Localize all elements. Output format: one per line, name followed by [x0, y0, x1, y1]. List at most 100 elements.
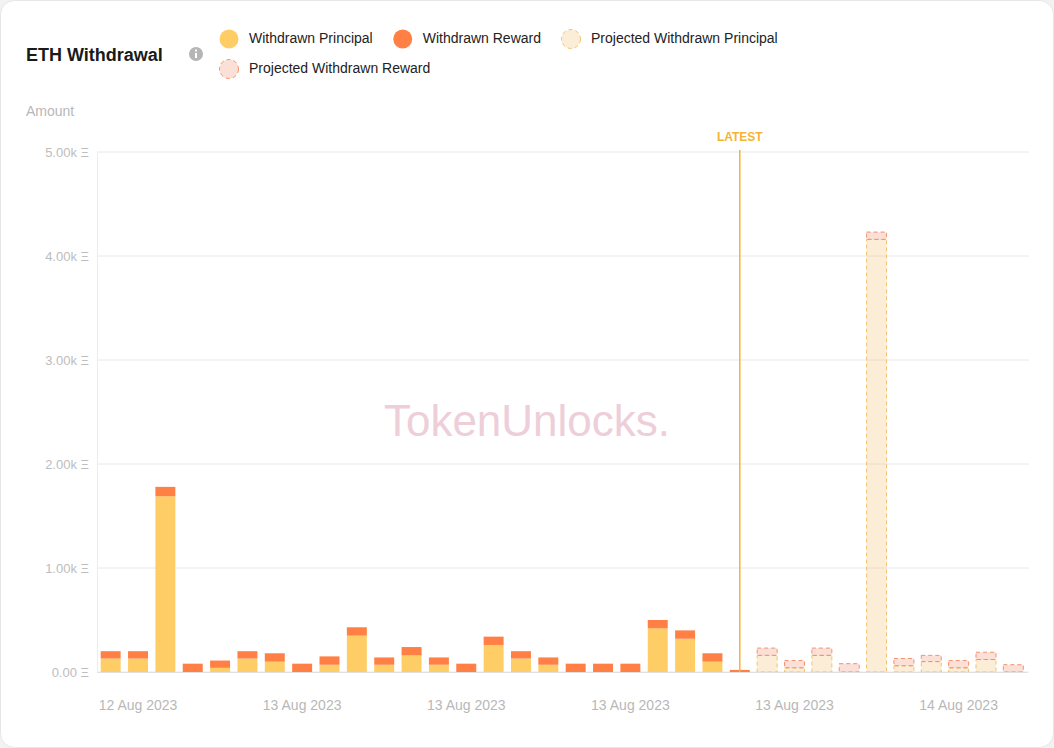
bar[interactable] [785, 661, 805, 668]
bar[interactable] [675, 630, 695, 638]
legend-label[interactable]: Projected Withdrawn Principal [591, 30, 778, 46]
bar[interactable] [976, 652, 996, 659]
bar[interactable] [237, 651, 257, 658]
bar[interactable] [566, 664, 586, 672]
bar[interactable] [976, 660, 996, 672]
legend-item[interactable]: Projected Withdrawn Principal [561, 30, 777, 49]
info-icon[interactable] [189, 47, 203, 61]
bar[interactable] [183, 664, 203, 672]
series-3 [757, 232, 1023, 672]
legend-label[interactable]: Withdrawn Principal [249, 30, 373, 46]
x-tick: 13 Aug 2023 [591, 672, 670, 713]
bar[interactable] [620, 664, 640, 672]
legend-swatch[interactable] [220, 30, 239, 49]
info-icon-dot[interactable] [195, 50, 197, 52]
bar[interactable] [702, 653, 722, 661]
legend-item[interactable]: Withdrawn Reward [393, 30, 541, 49]
bar[interactable] [155, 487, 175, 496]
bar[interactable] [320, 656, 340, 664]
legend-label[interactable]: Withdrawn Reward [423, 30, 541, 46]
legend-swatch[interactable] [220, 60, 239, 79]
bar[interactable] [867, 239, 887, 672]
bar[interactable] [648, 620, 668, 628]
bar[interactable] [292, 664, 312, 672]
info-icon-circle[interactable] [189, 47, 203, 61]
bar[interactable] [237, 658, 257, 672]
bar[interactable] [949, 661, 969, 668]
y-axis: 0.00 Ξ 1.00k Ξ 2.00k Ξ 3.00k Ξ 4.00k Ξ 5.00k … [45, 145, 97, 680]
grid-line [97, 464, 1029, 465]
info-icon-stem[interactable] [195, 53, 197, 58]
bar[interactable] [347, 636, 367, 672]
annotation-label: LATEST [717, 130, 763, 144]
x-tick: 13 Aug 2023 [263, 672, 342, 713]
bar[interactable] [648, 628, 668, 672]
bar[interactable] [265, 662, 285, 672]
bar[interactable] [593, 664, 613, 672]
bar[interactable] [921, 655, 941, 661]
title: ETH Withdrawal [26, 45, 163, 65]
bar[interactable] [785, 668, 805, 672]
grid-line [97, 672, 1029, 673]
bar[interactable] [675, 639, 695, 672]
bar[interactable] [210, 661, 230, 668]
bar[interactable] [1003, 665, 1023, 672]
bar[interactable] [484, 637, 504, 645]
bar[interactable] [949, 668, 969, 672]
legend-swatch[interactable] [393, 30, 412, 49]
bar[interactable] [894, 658, 914, 665]
bar[interactable] [402, 647, 422, 655]
y-tick-label: 5.00k Ξ [45, 145, 89, 160]
y-axis-title: Amount [26, 103, 74, 119]
bar[interactable] [265, 653, 285, 661]
x-tick-label: 13 Aug 2023 [263, 697, 342, 713]
y-tick: 3.00k Ξ [45, 353, 97, 368]
grid [97, 152, 1029, 672]
bar[interactable] [155, 496, 175, 672]
watermark: TokenUnlocks. [384, 396, 670, 445]
bar[interactable] [484, 645, 504, 672]
bar[interactable] [921, 662, 941, 672]
bar[interactable] [812, 655, 832, 672]
legend-item[interactable]: Projected Withdrawn Reward [220, 60, 431, 79]
y-tick-label: 4.00k Ξ [45, 249, 89, 264]
x-tick-label: 13 Aug 2023 [591, 697, 670, 713]
bar[interactable] [702, 662, 722, 672]
bar[interactable] [128, 658, 148, 672]
bar[interactable] [402, 655, 422, 672]
grid-line [97, 568, 1029, 569]
bar[interactable] [511, 651, 531, 658]
bar[interactable] [511, 658, 531, 672]
legend: Withdrawn Principal Withdrawn Reward Proje… [220, 30, 778, 79]
bar[interactable] [538, 665, 558, 672]
bar[interactable] [867, 232, 887, 239]
bar[interactable] [894, 666, 914, 672]
bar[interactable] [812, 648, 832, 655]
bar[interactable] [128, 651, 148, 658]
y-axis-line [97, 153, 98, 673]
bar[interactable] [429, 657, 449, 664]
bar[interactable] [429, 665, 449, 672]
bar[interactable] [456, 664, 476, 672]
bar[interactable] [374, 657, 394, 664]
bar[interactable] [101, 651, 121, 658]
bar[interactable] [757, 655, 777, 672]
bar[interactable] [757, 648, 777, 655]
series-1 [101, 487, 750, 672]
bar[interactable] [839, 664, 859, 672]
bar[interactable] [347, 627, 367, 635]
y-tick-label: 0.00 Ξ [52, 665, 89, 680]
bar[interactable] [538, 657, 558, 664]
legend-item[interactable]: Withdrawn Principal [220, 30, 373, 49]
legend-swatch[interactable] [561, 30, 580, 49]
chart: ETH WithdrawalWithdrawn PrincipalWithdra… [0, 0, 1054, 748]
bar[interactable] [210, 668, 230, 672]
bar[interactable] [374, 665, 394, 672]
y-tick: 2.00k Ξ [45, 457, 97, 472]
legend-label[interactable]: Projected Withdrawn Reward [249, 60, 430, 76]
grid-line [97, 360, 1029, 361]
y-tick-label: 1.00k Ξ [45, 561, 89, 576]
x-tick-label: 13 Aug 2023 [755, 697, 834, 713]
bar[interactable] [320, 665, 340, 672]
bar[interactable] [101, 658, 121, 672]
